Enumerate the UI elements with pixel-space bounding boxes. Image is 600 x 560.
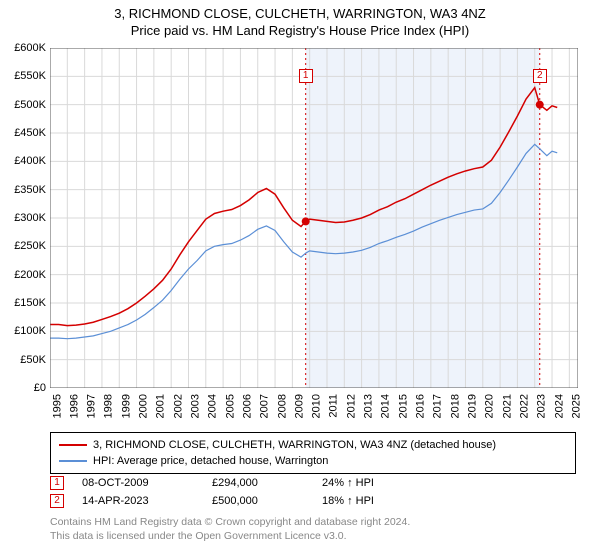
y-axis-label: £300K: [14, 212, 50, 224]
footer-attribution: Contains HM Land Registry data © Crown c…: [50, 516, 410, 543]
x-axis-label: 2012: [345, 394, 357, 418]
x-axis-label: 2014: [380, 394, 392, 418]
chart-svg: [50, 48, 578, 388]
sale-price: £294,000: [212, 477, 322, 489]
legend-swatch: [59, 460, 87, 462]
sale-number: 1: [54, 477, 60, 488]
x-axis-label: 2022: [518, 394, 530, 418]
x-axis-label: 2007: [259, 394, 271, 418]
y-axis-label: £400K: [14, 155, 50, 167]
x-axis-label: 2006: [241, 394, 253, 418]
sale-marker-badge: 2: [533, 69, 547, 83]
x-axis-label: 2008: [276, 394, 288, 418]
x-axis-label: 2004: [207, 394, 219, 418]
legend-box: 3, RICHMOND CLOSE, CULCHETH, WARRINGTON,…: [50, 432, 576, 474]
y-axis-label: £200K: [14, 269, 50, 281]
sale-marker-badge: 2: [50, 494, 64, 508]
page: 3, RICHMOND CLOSE, CULCHETH, WARRINGTON,…: [0, 0, 600, 560]
x-axis-label: 2018: [449, 394, 461, 418]
y-axis-label: £250K: [14, 240, 50, 252]
x-axis-label: 2002: [172, 394, 184, 418]
sale-marker-badge: 1: [299, 69, 313, 83]
sale-row: 2 14-APR-2023 £500,000 18% ↑ HPI: [50, 492, 432, 510]
x-axis-label: 2023: [536, 394, 548, 418]
y-axis-label: £550K: [14, 70, 50, 82]
x-axis-label: 2010: [311, 394, 323, 418]
sale-number: 2: [54, 495, 60, 506]
y-axis-label: £600K: [14, 42, 50, 54]
y-axis-label: £50K: [20, 354, 50, 366]
x-axis-label: 2020: [484, 394, 496, 418]
legend-label: HPI: Average price, detached house, Warr…: [93, 455, 328, 467]
chart-title: 3, RICHMOND CLOSE, CULCHETH, WARRINGTON,…: [0, 0, 600, 21]
x-axis-label: 2024: [553, 394, 565, 418]
footer-line: Contains HM Land Registry data © Crown c…: [50, 516, 410, 530]
x-axis-label: 1996: [68, 394, 80, 418]
x-axis-label: 2003: [189, 394, 201, 418]
sale-pct: 18% ↑ HPI: [322, 495, 432, 507]
y-axis-label: £150K: [14, 297, 50, 309]
legend-swatch: [59, 444, 87, 446]
x-axis-label: 2015: [397, 394, 409, 418]
sales-table: 1 08-OCT-2009 £294,000 24% ↑ HPI 2 14-AP…: [50, 474, 432, 510]
chart-area: 12£0£50K£100K£150K£200K£250K£300K£350K£4…: [50, 48, 578, 388]
x-axis-label: 2019: [466, 394, 478, 418]
sale-row: 1 08-OCT-2009 £294,000 24% ↑ HPI: [50, 474, 432, 492]
y-axis-label: £350K: [14, 184, 50, 196]
footer-line: This data is licensed under the Open Gov…: [50, 530, 410, 544]
sale-date: 14-APR-2023: [82, 495, 212, 507]
y-axis-label: £500K: [14, 99, 50, 111]
x-axis-label: 1995: [51, 394, 63, 418]
x-axis-label: 1999: [120, 394, 132, 418]
sale-pct: 24% ↑ HPI: [322, 477, 432, 489]
x-axis-label: 2009: [293, 394, 305, 418]
sale-marker-badge: 1: [50, 476, 64, 490]
x-axis-label: 1997: [86, 394, 98, 418]
x-axis-label: 2011: [328, 394, 340, 418]
x-axis-label: 2001: [155, 394, 167, 418]
legend-row: 3, RICHMOND CLOSE, CULCHETH, WARRINGTON,…: [59, 437, 567, 453]
x-axis-label: 2016: [415, 394, 427, 418]
sale-date: 08-OCT-2009: [82, 477, 212, 489]
x-axis-label: 2000: [138, 394, 150, 418]
x-axis-label: 2017: [432, 394, 444, 418]
sale-price: £500,000: [212, 495, 322, 507]
y-axis-label: £0: [34, 382, 50, 394]
x-axis-label: 2025: [570, 394, 582, 418]
y-axis-label: £450K: [14, 127, 50, 139]
chart-subtitle: Price paid vs. HM Land Registry's House …: [0, 21, 600, 38]
x-axis-label: 2021: [501, 394, 513, 418]
x-axis-label: 2005: [224, 394, 236, 418]
legend-label: 3, RICHMOND CLOSE, CULCHETH, WARRINGTON,…: [93, 439, 496, 451]
y-axis-label: £100K: [14, 325, 50, 337]
x-axis-label: 2013: [363, 394, 375, 418]
legend-row: HPI: Average price, detached house, Warr…: [59, 453, 567, 469]
x-axis-label: 1998: [103, 394, 115, 418]
